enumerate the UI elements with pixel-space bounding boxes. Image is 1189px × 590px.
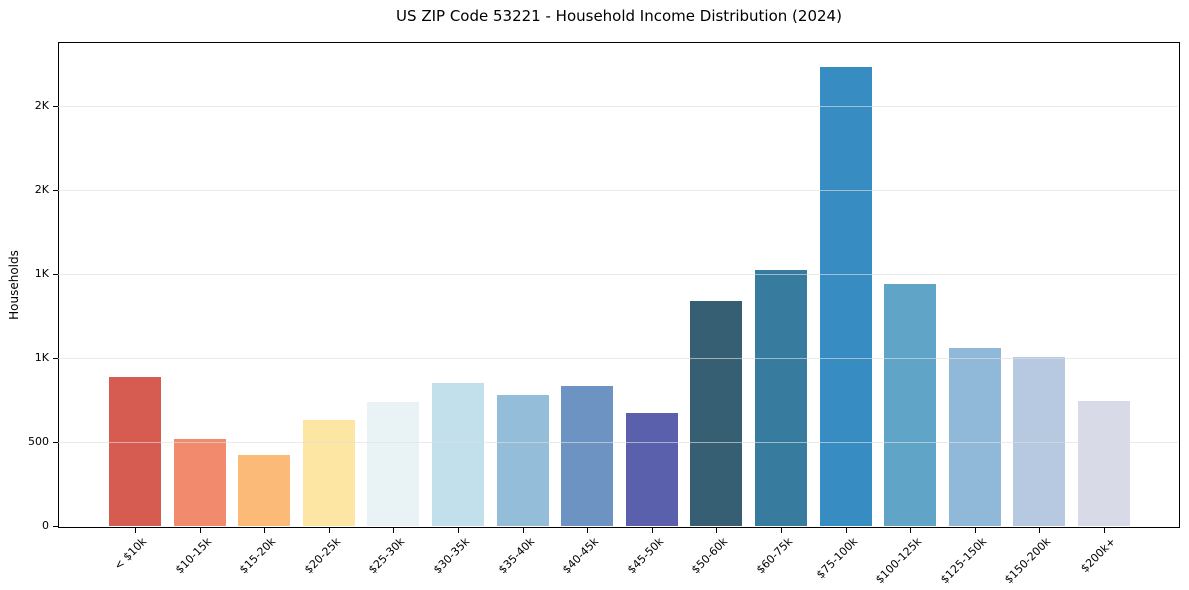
x-tick-mark xyxy=(651,528,653,533)
x-tick-mark xyxy=(264,528,266,533)
y-tick-label: 2K xyxy=(34,98,49,112)
bar-$40-45k xyxy=(561,385,614,526)
gridline-2K xyxy=(58,189,1178,191)
x-tick-mark xyxy=(1104,528,1105,533)
bar-$150-200k xyxy=(1013,357,1066,526)
bar-$125-150k xyxy=(948,347,1001,526)
x-tick-mark xyxy=(910,528,912,533)
y-axis-label: Households xyxy=(7,250,21,320)
x-tick-mark xyxy=(393,528,395,533)
x-tick-mark xyxy=(328,528,330,533)
y-tick-label: 2K xyxy=(34,182,49,196)
y-tick-mark xyxy=(53,526,58,527)
y-tick-label: 1K xyxy=(34,350,49,364)
y-tick-label: 500 xyxy=(28,435,49,448)
y-tick-mark xyxy=(53,189,58,191)
gridline-1K xyxy=(58,273,1178,275)
y-tick-label: 1K xyxy=(34,266,49,280)
plot-area xyxy=(58,42,1180,528)
x-tick-label: < $10k xyxy=(111,535,150,573)
x-tick-mark xyxy=(1039,528,1041,533)
x-tick-mark xyxy=(135,528,136,533)
x-tick-mark xyxy=(845,528,847,533)
bar-$15-20k xyxy=(238,454,291,526)
x-tick-mark xyxy=(522,528,524,533)
bar-$20-25k xyxy=(302,420,355,526)
gridline-500 xyxy=(58,442,1178,443)
bar-< $10k xyxy=(109,377,161,526)
x-tick-mark xyxy=(458,528,459,533)
bar-$10-15k xyxy=(173,438,226,526)
bar-$30-35k xyxy=(432,383,484,526)
x-tick-mark xyxy=(781,528,782,533)
bar-$25-30k xyxy=(367,401,420,526)
x-tick-mark xyxy=(974,528,976,533)
bar-$75-100k xyxy=(819,67,872,526)
bar-$35-40k xyxy=(496,394,549,526)
y-tick-mark xyxy=(53,273,58,275)
bar-$45-50k xyxy=(625,412,678,526)
gridline-1K xyxy=(58,357,1178,359)
x-tick-mark xyxy=(199,528,201,533)
x-tick-mark xyxy=(716,528,718,533)
gridline-2K xyxy=(58,105,1178,107)
y-tick-mark xyxy=(53,357,58,359)
bar-$50-60k xyxy=(690,300,743,526)
y-tick-label: 0 xyxy=(42,519,49,532)
bar-$100-125k xyxy=(884,284,937,526)
x-tick-mark xyxy=(587,528,589,533)
chart-title: US ZIP Code 53221 - Household Income Dis… xyxy=(396,7,842,25)
bar-$200k+ xyxy=(1078,400,1130,526)
y-tick-mark xyxy=(53,105,58,107)
y-tick-mark xyxy=(53,442,58,443)
bar-$60-75k xyxy=(755,269,807,526)
